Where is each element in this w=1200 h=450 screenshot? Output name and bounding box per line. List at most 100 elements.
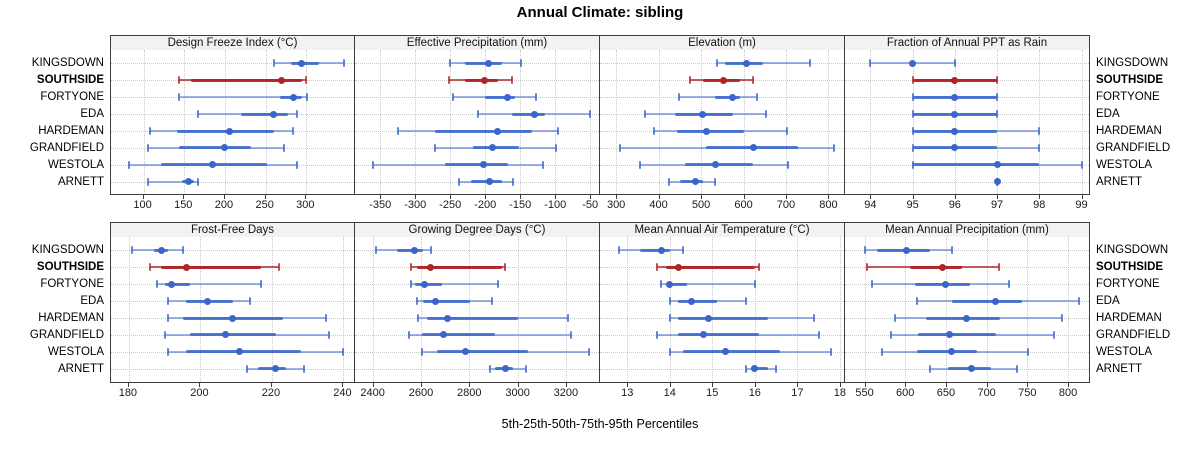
median-dot <box>951 93 959 101</box>
whisker-cap-5th <box>372 160 375 169</box>
axis-tick <box>797 383 799 387</box>
axis-tick <box>485 195 487 199</box>
axis-tick <box>555 195 557 199</box>
whisker-cap-95th <box>1015 364 1018 373</box>
whisker-cap-95th <box>497 280 500 289</box>
axis-tick-label: 2800 <box>457 387 482 399</box>
whisker-cap-95th <box>519 59 522 68</box>
whisker-cap-95th <box>753 280 756 289</box>
whisker-cap-95th <box>997 263 1000 272</box>
station-label-right: WESTOLA <box>1096 158 1153 171</box>
median-dot <box>687 297 695 305</box>
whisker-cap-5th <box>177 76 180 85</box>
axis-tick-label: 750 <box>1018 387 1037 399</box>
station-label-left: FORTYONE <box>40 91 104 104</box>
median-dot <box>657 246 665 254</box>
grid-line-vertical <box>184 50 186 194</box>
grid-line-vertical <box>271 237 273 382</box>
axis-tick-label: 99 <box>1075 199 1088 211</box>
axis-tick-label: 300 <box>296 199 315 211</box>
grid-line-horizontal <box>111 368 354 370</box>
panel-title-strip: Frost-Free Days <box>110 222 355 238</box>
whisker-cap-5th <box>457 177 460 186</box>
axis-tick-label: 500 <box>691 199 711 211</box>
grid-line-vertical <box>785 50 787 194</box>
axis-tick <box>870 195 872 199</box>
whisker-cap-5th <box>146 177 149 186</box>
axis-tick-label: 2400 <box>360 387 385 399</box>
median-dot <box>704 314 712 322</box>
station-label-right: EDA <box>1096 295 1120 308</box>
whisker-box-25-75 <box>678 299 717 303</box>
median-dot <box>462 348 470 356</box>
axis-tick-label: -250 <box>439 199 462 211</box>
grid-line-vertical <box>224 50 226 194</box>
median-dot <box>270 110 278 118</box>
percentiles-axis-caption: 5th-25th-50th-75th-95th Percentiles <box>501 417 699 431</box>
panel-title-strip: Mean Annual Precipitation (mm) <box>845 222 1090 238</box>
whisker-box-25-75 <box>189 333 276 337</box>
median-dot <box>481 76 488 84</box>
whisker-box-25-75 <box>915 282 970 286</box>
median-dot <box>221 144 229 152</box>
whisker-box-25-75 <box>678 333 760 337</box>
axis-tick <box>590 195 592 199</box>
grid-line-vertical <box>912 50 914 194</box>
whisker-cap-95th <box>1077 297 1080 306</box>
median-dot <box>951 144 959 152</box>
grid-line-vertical <box>143 50 145 194</box>
grid-line-horizontal <box>600 368 844 370</box>
whisker-box-25-75 <box>511 112 546 116</box>
median-dot <box>236 348 244 356</box>
whisker-cap-95th <box>589 110 592 119</box>
whisker-cap-5th <box>911 76 914 85</box>
axis-tick <box>743 195 745 199</box>
whisker-cap-95th <box>524 364 527 373</box>
whisker-box-25-75 <box>290 61 320 65</box>
whisker-box-25-75 <box>426 316 519 320</box>
whisker-cap-5th <box>408 330 411 339</box>
whisker-cap-5th <box>668 297 671 306</box>
chart-title: Annual Climate: sibling <box>516 4 684 21</box>
whisker-cap-95th <box>1080 160 1083 169</box>
whisker-cap-5th <box>869 59 872 68</box>
whisker-cap-95th <box>830 347 833 356</box>
whisker-cap-5th <box>668 314 671 322</box>
station-label-right: ARNETT <box>1096 362 1142 375</box>
grid-line-horizontal <box>111 63 354 65</box>
panel <box>845 237 1090 383</box>
whisker-cap-5th <box>374 246 377 255</box>
whisker-cap-5th <box>618 143 621 152</box>
panel <box>110 50 355 195</box>
whisker-cap-95th <box>1027 347 1030 356</box>
whisker-cap-5th <box>893 314 896 322</box>
whisker-cap-95th <box>328 330 331 339</box>
axis-tick-label: 2600 <box>408 387 434 399</box>
grid-line-vertical <box>754 237 756 382</box>
whisker-range-5-95 <box>179 96 308 99</box>
whisker-cap-95th <box>292 127 295 135</box>
station-label-left: HARDEMAN <box>38 312 104 324</box>
grid-line-vertical <box>1027 237 1029 382</box>
whisker-box-25-75 <box>916 350 977 354</box>
station-label-right: FORTYONE <box>1096 91 1160 104</box>
whisker-box-25-75 <box>684 163 754 167</box>
whisker-cap-5th <box>178 93 181 102</box>
whisker-cap-5th <box>417 314 420 322</box>
axis-tick-label: 400 <box>649 199 668 211</box>
axis-tick <box>520 195 522 199</box>
axis-tick <box>183 195 185 199</box>
median-dot <box>992 297 1000 305</box>
panel-title-strip: Mean Annual Air Temperature (°C) <box>600 222 845 238</box>
whisker-cap-5th <box>677 93 680 102</box>
median-dot <box>485 178 493 186</box>
whisker-cap-95th <box>1053 330 1056 339</box>
axis-tick <box>1039 195 1041 199</box>
grid-line-horizontal <box>355 250 599 252</box>
median-dot <box>951 110 959 118</box>
axis-tick <box>142 195 144 199</box>
grid-line-vertical <box>797 237 799 382</box>
axis-tick <box>223 195 225 199</box>
panel <box>110 237 355 383</box>
whisker-box-25-75 <box>421 333 495 337</box>
